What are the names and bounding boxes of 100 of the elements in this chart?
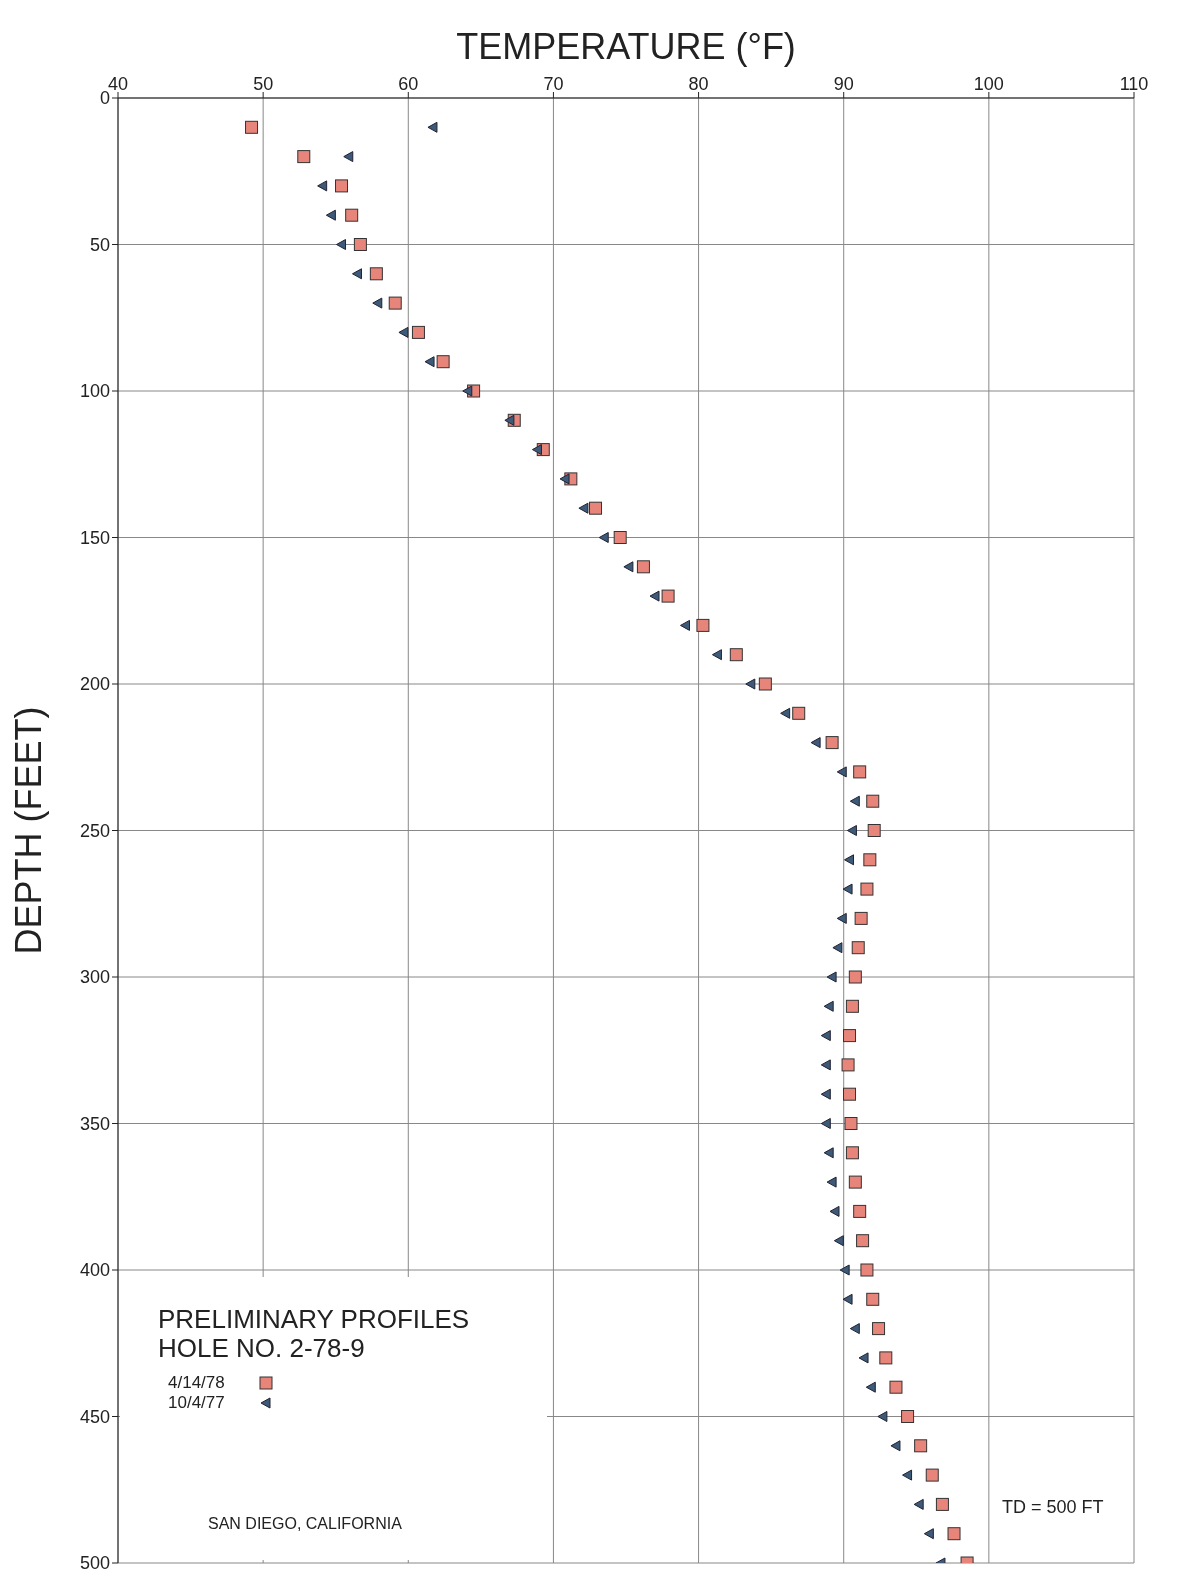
point (820, 1030, 831, 1042)
point (856, 1234, 870, 1248)
point (849, 795, 860, 807)
point (780, 707, 791, 719)
legend-label: 10/4/77 (168, 1392, 226, 1413)
y-tick-label: 100 (79, 381, 110, 402)
point (623, 561, 634, 573)
point (825, 736, 839, 750)
point (353, 238, 367, 251)
point (335, 179, 349, 193)
point (845, 999, 859, 1013)
point (947, 1527, 961, 1541)
annotation: PRELIMINARY PROFILES (158, 1303, 470, 1335)
point (826, 1176, 837, 1188)
point (424, 356, 435, 368)
point (711, 649, 722, 661)
point (345, 208, 359, 222)
point (745, 678, 756, 690)
point (848, 970, 862, 984)
point (866, 794, 880, 808)
point (649, 590, 660, 602)
point (839, 1264, 850, 1276)
point (865, 1381, 876, 1393)
annotation: HOLE NO. 2-78-9 (158, 1332, 365, 1364)
point (613, 531, 627, 544)
point (810, 737, 821, 749)
point (860, 882, 874, 896)
point (792, 706, 806, 720)
point (696, 618, 710, 632)
x-tick-label: 60 (398, 74, 419, 94)
y-tick-label: 450 (79, 1406, 110, 1427)
point (559, 473, 570, 485)
point (820, 1118, 831, 1129)
point (935, 1497, 949, 1511)
point (866, 1292, 880, 1306)
x-tick-label: 70 (543, 74, 564, 94)
point (598, 532, 609, 543)
point (841, 1058, 855, 1072)
point (351, 268, 362, 280)
point (462, 385, 473, 397)
x-tick-label: 110 (1119, 74, 1149, 94)
point (823, 1000, 834, 1012)
point (504, 414, 515, 426)
point (879, 1351, 893, 1365)
point (820, 1059, 831, 1071)
y-axis-title: DEPTH (FEET) (7, 706, 49, 955)
point (343, 151, 354, 163)
point (890, 1440, 901, 1452)
point (889, 1380, 903, 1394)
point (589, 501, 603, 515)
y-tick-label: 300 (79, 967, 110, 988)
y-tick-label: 250 (79, 820, 110, 841)
point (826, 971, 837, 983)
point (863, 853, 877, 867)
annotation: SAN DIEGO, CALIFORNIA (208, 1514, 402, 1533)
point (411, 325, 425, 339)
point (833, 1235, 844, 1247)
y-tick-label: 500 (79, 1553, 110, 1574)
point (851, 941, 865, 955)
legend-label: 4/14/78 (168, 1372, 226, 1393)
point (836, 912, 847, 924)
point (823, 1147, 834, 1159)
point (661, 589, 675, 603)
point (901, 1410, 915, 1423)
point (336, 239, 347, 250)
point (842, 883, 853, 895)
annotation: TD = 500 FT (1001, 1497, 1104, 1519)
point (680, 619, 691, 631)
point (578, 502, 589, 514)
point (853, 765, 867, 779)
x-tick-label: 100 (973, 74, 1004, 94)
point (372, 297, 383, 309)
point (877, 1411, 888, 1422)
x-tick-label: 80 (688, 74, 709, 94)
point (867, 824, 881, 837)
point (914, 1439, 928, 1453)
point (845, 1146, 859, 1160)
point (842, 1293, 853, 1305)
point (325, 209, 336, 221)
point (843, 1029, 857, 1043)
y-tick-label: 350 (79, 1113, 110, 1134)
point (427, 121, 438, 133)
x-axis-title: TEMPERATURE (°F) (456, 25, 796, 67)
point (369, 267, 383, 281)
point (829, 1205, 840, 1217)
y-tick-label: 400 (79, 1260, 110, 1281)
point (398, 326, 409, 338)
y-tick-label: 50 (89, 234, 110, 255)
point (729, 648, 743, 662)
point (846, 825, 857, 836)
point (923, 1528, 934, 1540)
point (872, 1322, 886, 1336)
point (245, 120, 259, 134)
point (848, 1175, 862, 1189)
point (388, 296, 402, 310)
x-tick-label: 50 (253, 74, 274, 94)
y-tick-label: 150 (79, 527, 110, 548)
point (849, 1323, 860, 1335)
point (913, 1498, 924, 1510)
point (758, 677, 772, 691)
